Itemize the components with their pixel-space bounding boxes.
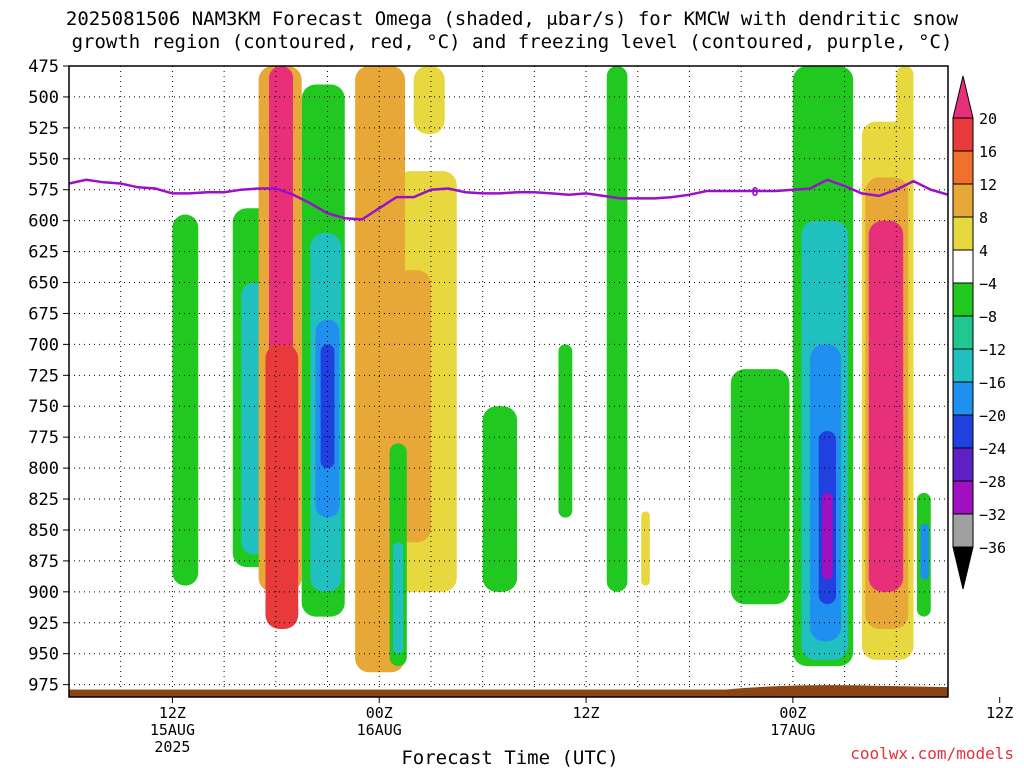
y-tick-label-475: 475 [28, 57, 59, 77]
x-tick-label-48-1: 00Z [779, 704, 806, 722]
omega-region-red-1 [265, 344, 299, 629]
omega-region-blue-3 [920, 523, 930, 580]
omega-region-green-1 [172, 214, 199, 586]
colorbar-label-0: 20 [979, 110, 997, 128]
credit-text: coolwx.com/models [850, 744, 1014, 763]
omega-region-purple-1 [822, 492, 833, 580]
omega-region-yellow-5 [896, 66, 914, 172]
omega-region-green-8 [730, 369, 790, 605]
x-axis-title: Forecast Time (UTC) [401, 747, 618, 768]
y-tick-label-550: 550 [28, 150, 59, 170]
y-tick-label-650: 650 [28, 274, 59, 294]
colorbar-segment-11 [952, 480, 974, 515]
y-tick-label-600: 600 [28, 212, 59, 232]
plot-area: 0 [69, 66, 948, 697]
colorbar-bottom-arrow [952, 546, 974, 590]
x-tick-label-24-1: 00Z [366, 704, 393, 722]
colorbar-segment-2 [952, 183, 974, 218]
colorbar-label-3: 8 [979, 209, 988, 227]
colorbar-segment-12 [952, 513, 974, 548]
omega-region-yellow-2 [413, 66, 445, 135]
y-tick-label-875: 875 [28, 552, 59, 572]
y-tick-label-825: 825 [28, 490, 59, 510]
chart-title-line-1: 2025081506 NAM3KM Forecast Omega (shaded… [65, 8, 959, 30]
colorbar-label-1: 16 [979, 143, 997, 161]
ground-bump [723, 685, 948, 691]
colorbar-segment-4 [952, 249, 974, 284]
chart-title-line-2: growth region (contoured, red, °C) and f… [71, 31, 953, 53]
colorbar-segment-6 [952, 315, 974, 350]
colorbar-label-13: −36 [979, 539, 1006, 557]
colorbar-label-7: −12 [979, 341, 1006, 359]
x-tick-label-12-3: 2025 [154, 738, 190, 756]
omega-region-yellow-3 [641, 511, 650, 586]
x-tick-label-12-2: 15AUG [150, 721, 195, 739]
plot-frame [68, 65, 949, 698]
y-tick-label-850: 850 [28, 521, 59, 541]
omega-region-magenta-3 [868, 220, 904, 592]
colorbar-label-12: −32 [979, 506, 1006, 524]
colorbar-segment-1 [952, 150, 974, 185]
colorbar-label-8: −16 [979, 374, 1006, 392]
colorbar-label-4: 4 [979, 242, 988, 260]
y-tick-label-950: 950 [28, 645, 59, 665]
y-tick-label-900: 900 [28, 583, 59, 603]
x-tick-label-60-1: 12Z [986, 704, 1013, 722]
colorbar-segment-7 [952, 348, 974, 383]
colorbar-label-6: −8 [979, 308, 997, 326]
y-tick-label-525: 525 [28, 119, 59, 139]
colorbar-segment-8 [952, 381, 974, 416]
freezing-level-line [69, 178, 948, 221]
y-tick-label-675: 675 [28, 304, 59, 324]
omega-region-green-6 [558, 344, 573, 518]
freezing-level-label: 0 [751, 185, 758, 199]
colorbar-label-9: −20 [979, 407, 1006, 425]
colorbar-label-2: 12 [979, 176, 997, 194]
omega-region-teal-3 [393, 542, 404, 654]
y-tick-label-775: 775 [28, 428, 59, 448]
colorbar-label-5: −4 [979, 275, 997, 293]
y-tick-label-750: 750 [28, 397, 59, 417]
colorbar-label-11: −28 [979, 473, 1006, 491]
colorbar-segment-3 [952, 216, 974, 251]
y-tick-label-700: 700 [28, 335, 59, 355]
y-tick-label-625: 625 [28, 243, 59, 263]
colorbar-segment-10 [952, 447, 974, 482]
colorbar-segment-0 [952, 117, 974, 152]
ground-fill [69, 689, 948, 697]
y-tick-label-800: 800 [28, 459, 59, 479]
x-tick-label-12-1: 12Z [159, 704, 186, 722]
y-tick-label-925: 925 [28, 614, 59, 634]
y-tick-label-500: 500 [28, 88, 59, 108]
colorbar-segment-5 [952, 282, 974, 317]
y-tick-label-575: 575 [28, 181, 59, 201]
x-tick-label-36-1: 12Z [573, 704, 600, 722]
x-tick-label-24-2: 16AUG [357, 721, 402, 739]
omega-region-green-7 [606, 66, 628, 592]
colorbar-label-10: −24 [979, 440, 1006, 458]
colorbar-top-arrow [952, 75, 974, 119]
y-tick-label-725: 725 [28, 366, 59, 386]
y-tick-label-975: 975 [28, 676, 59, 696]
colorbar-segment-9 [952, 414, 974, 449]
x-tick-label-48-2: 17AUG [770, 721, 815, 739]
